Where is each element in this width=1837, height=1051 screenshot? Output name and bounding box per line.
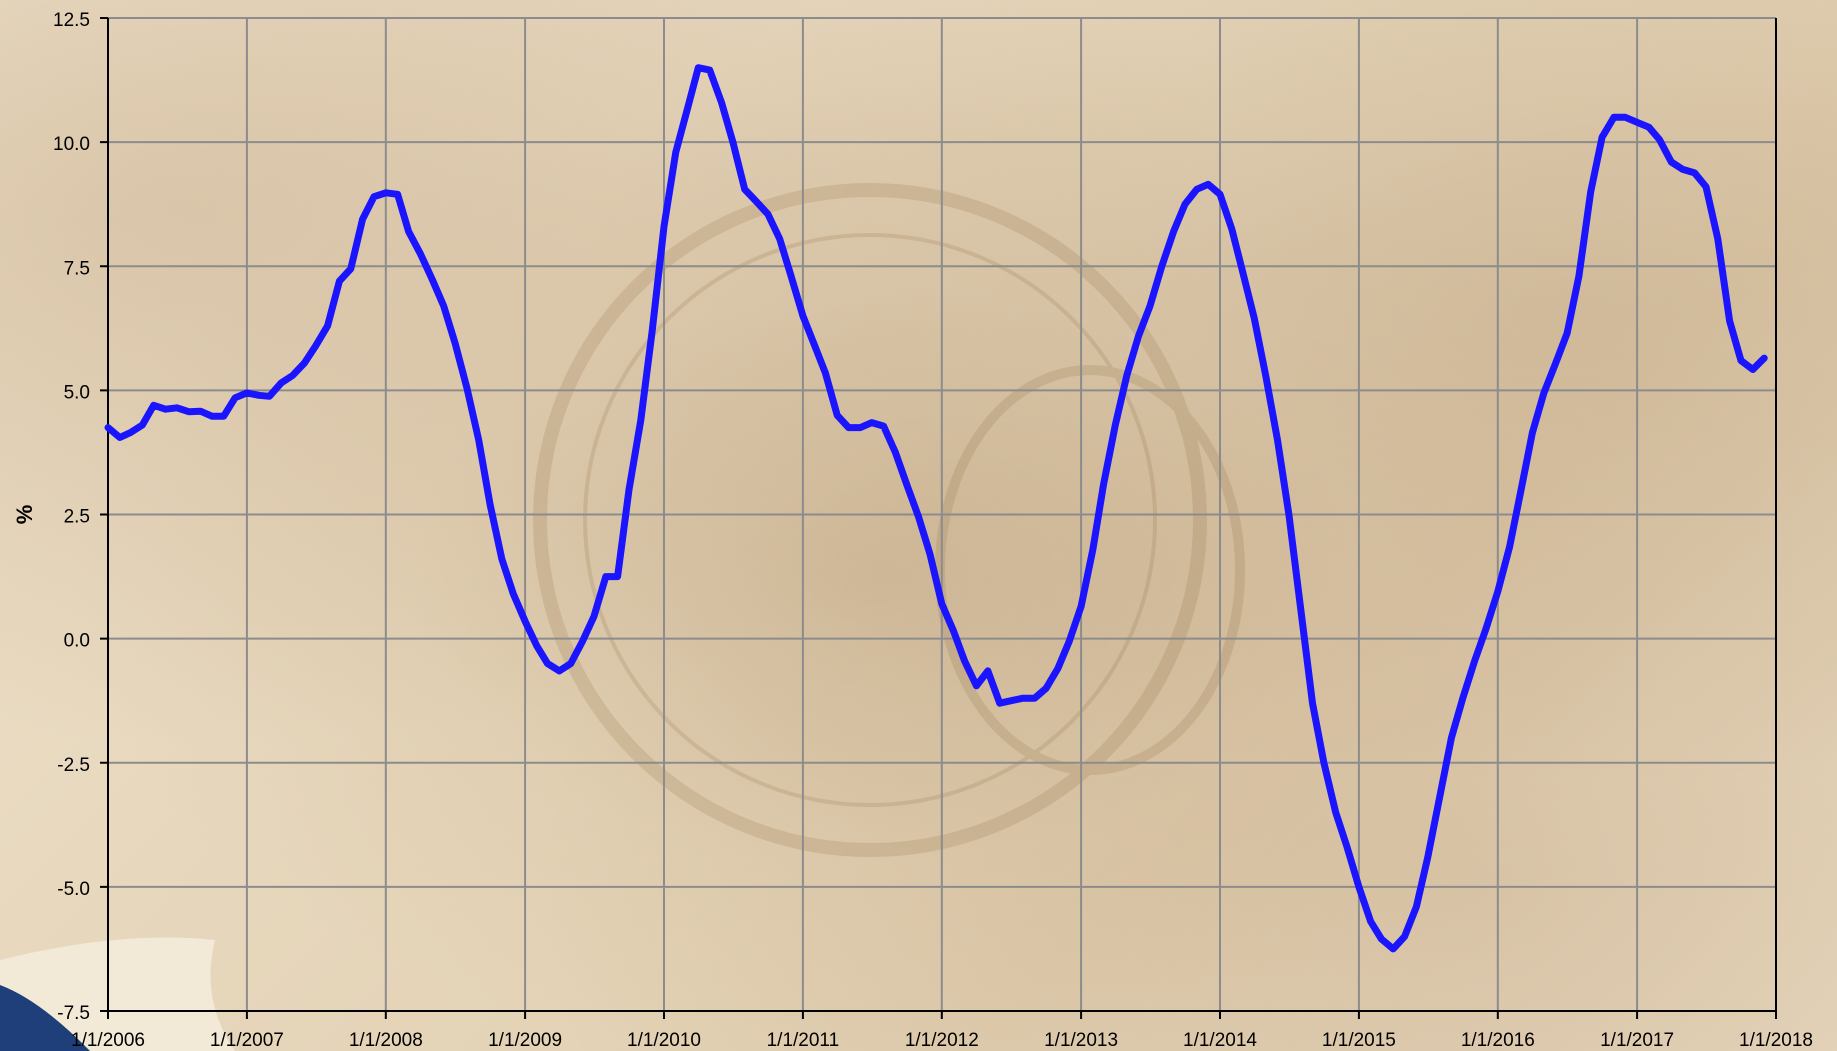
y-axis-ticks: 12.5 10.0 7.5 5.0 2.5 0.0 -2.5 -5.0 -7.5: [53, 10, 90, 1024]
x-tick-label: 1/1/2012: [905, 1030, 979, 1051]
x-tick-label: 1/1/2006: [71, 1030, 145, 1051]
x-tick-label: 1/1/2008: [349, 1030, 423, 1051]
x-tick-label: 1/1/2018: [1739, 1030, 1813, 1051]
y-axis-label: %: [12, 505, 37, 525]
y-tick-label: -7.5: [57, 1003, 90, 1024]
background-compass-decoration: [533, 183, 1245, 857]
page-curl-decoration: [0, 937, 235, 1051]
x-axis-ticks: 1/1/2006 1/1/2007 1/1/2008 1/1/2009 1/1/2010…: [71, 1030, 1813, 1051]
series-group: [104, 64, 1768, 953]
grid: [107, 17, 1777, 1012]
y-tick-label: 5.0: [64, 382, 90, 403]
y-tick-label: 10.0: [53, 134, 90, 155]
series-line: [104, 64, 1768, 953]
axes: [100, 17, 1777, 1019]
y-tick-label: -2.5: [57, 755, 90, 776]
x-tick-label: 1/1/2007: [210, 1030, 284, 1051]
x-tick-label: 1/1/2016: [1461, 1030, 1535, 1051]
y-tick-label: 0.0: [64, 631, 90, 652]
x-tick-label: 1/1/2014: [1183, 1030, 1257, 1051]
y-tick-label: 12.5: [53, 10, 90, 31]
x-tick-label: 1/1/2010: [627, 1030, 701, 1051]
x-tick-label: 1/1/2015: [1322, 1030, 1396, 1051]
x-tick-label: 1/1/2013: [1044, 1030, 1118, 1051]
x-tick-label: 1/1/2009: [488, 1030, 562, 1051]
x-tick-label: 1/1/2017: [1600, 1030, 1674, 1051]
y-tick-label: 7.5: [64, 258, 90, 279]
x-tick-label: 1/1/2011: [767, 1030, 840, 1051]
y-tick-label: -5.0: [57, 879, 90, 900]
y-tick-label: 2.5: [64, 507, 90, 528]
